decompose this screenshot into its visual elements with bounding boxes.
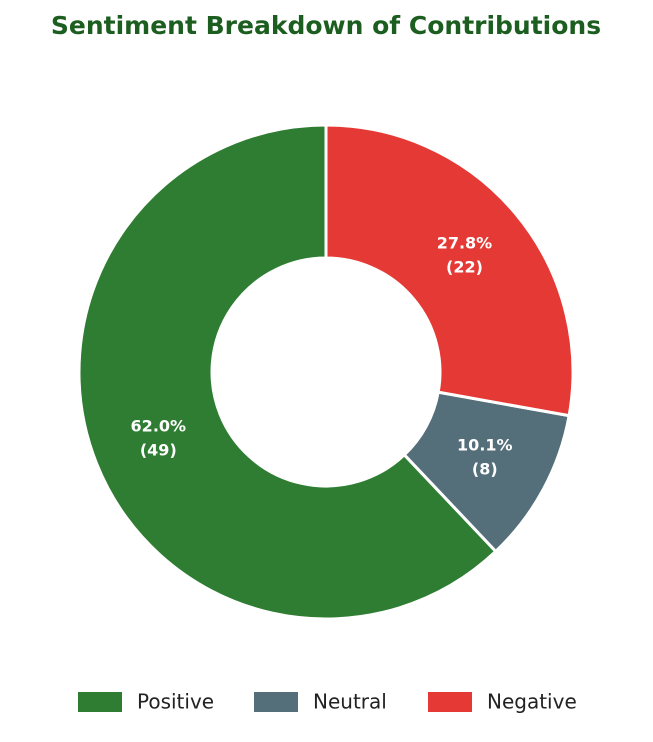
value-label: 27.8% bbox=[437, 234, 493, 253]
legend-swatch bbox=[254, 692, 298, 712]
value-label: 10.1% bbox=[457, 435, 513, 454]
slice bbox=[324, 123, 575, 418]
legend-label: Positive bbox=[137, 690, 214, 714]
slice bbox=[77, 123, 498, 621]
count-label: (8) bbox=[472, 459, 498, 478]
value-label: 62.0% bbox=[131, 416, 187, 435]
legend-swatch bbox=[428, 692, 472, 712]
count-label: (22) bbox=[446, 258, 483, 277]
legend-label: Negative bbox=[487, 690, 577, 714]
legend-label: Neutral bbox=[313, 690, 387, 714]
count-label: (49) bbox=[140, 440, 177, 459]
legend-swatch bbox=[78, 692, 122, 712]
chart-title: Sentiment Breakdown of Contributions bbox=[51, 11, 601, 40]
